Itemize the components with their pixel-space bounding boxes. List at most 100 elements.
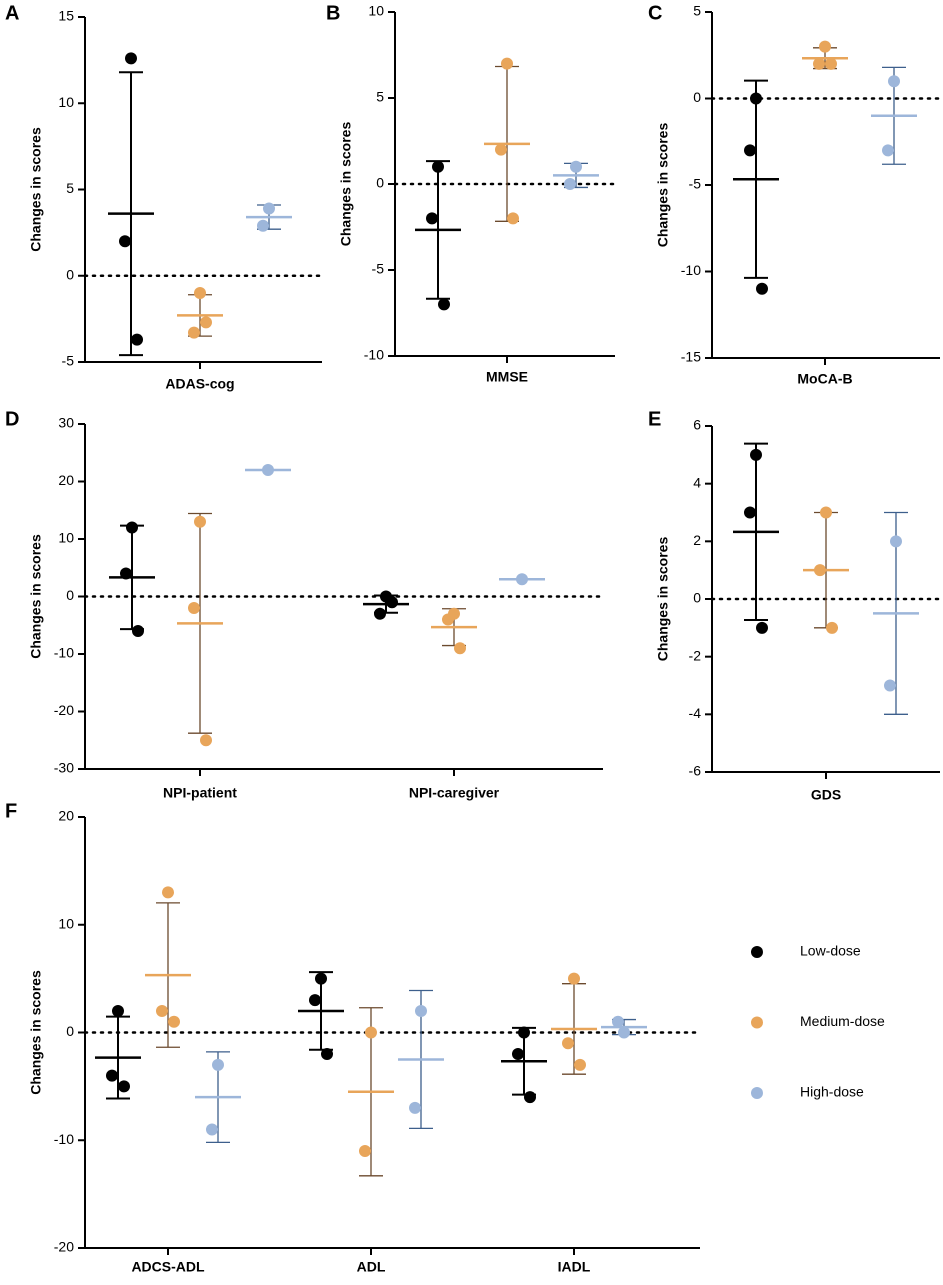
data-point [131, 333, 143, 346]
y-axis-label: Changes in scores [28, 127, 44, 252]
data-point [168, 1015, 180, 1028]
data-point [568, 972, 580, 985]
data-point [756, 621, 768, 634]
y-tick-label: 10 [58, 94, 74, 110]
data-point [120, 567, 132, 580]
data-point [257, 219, 269, 232]
y-tick-label: 5 [693, 3, 701, 19]
data-point [315, 972, 327, 985]
data-point [814, 564, 826, 577]
y-axis-label: Changes in scores [655, 123, 671, 248]
legend-label: Medium-dose [800, 1013, 885, 1029]
y-tick-label: 0 [66, 1023, 74, 1039]
legend-marker [751, 1016, 763, 1029]
data-point [263, 202, 275, 215]
data-point [507, 212, 519, 225]
y-tick-label: -2 [689, 647, 702, 663]
panel-label: D [5, 408, 19, 430]
y-axis-label: Changes in scores [28, 970, 44, 1095]
y-tick-label: 6 [693, 417, 701, 433]
y-tick-label: 15 [58, 8, 74, 24]
data-point [618, 1026, 630, 1039]
y-tick-label: 10 [58, 915, 74, 931]
data-point [819, 40, 831, 53]
panel-label: A [5, 2, 19, 24]
data-point [512, 1048, 524, 1061]
x-tick-label: MoCA-B [797, 371, 852, 387]
data-point [118, 1080, 130, 1093]
y-tick-label: -15 [681, 349, 701, 365]
y-tick-label: -5 [62, 353, 75, 369]
data-point [125, 52, 137, 65]
data-point [756, 282, 768, 295]
y-tick-label: -5 [689, 176, 702, 192]
y-tick-label: -10 [681, 262, 701, 278]
panel-label: F [5, 800, 17, 822]
data-point [524, 1091, 536, 1104]
data-point [206, 1123, 218, 1136]
y-tick-label: 0 [66, 587, 74, 603]
x-tick-label: ADCS-ADL [131, 1259, 205, 1275]
data-point [132, 625, 144, 637]
y-tick-label: -4 [689, 705, 702, 721]
y-tick-label: 0 [376, 175, 384, 191]
data-point [162, 886, 174, 899]
data-point [426, 212, 438, 225]
x-tick-label: NPI-patient [163, 785, 237, 801]
data-point [194, 515, 206, 528]
data-point [365, 1026, 377, 1039]
y-tick-label: 20 [58, 472, 74, 488]
data-point [188, 602, 200, 614]
data-point [750, 448, 762, 461]
data-point [432, 160, 444, 173]
y-tick-label: -10 [54, 1131, 74, 1147]
x-tick-label: IADL [558, 1259, 591, 1275]
data-point [495, 143, 507, 156]
data-point [570, 160, 582, 173]
data-point [825, 57, 837, 70]
data-point [112, 1004, 124, 1017]
data-point [744, 506, 756, 519]
panel-label: B [326, 2, 340, 24]
panel-label: C [648, 2, 662, 24]
data-point [415, 1004, 427, 1017]
x-tick-label: GDS [811, 787, 841, 803]
y-tick-label: 0 [693, 89, 701, 105]
legend-label: High-dose [800, 1084, 864, 1100]
data-point [501, 57, 513, 70]
panel-label: E [648, 408, 661, 430]
y-tick-label: 2 [693, 532, 701, 548]
data-point [442, 613, 454, 626]
data-point [518, 1026, 530, 1039]
data-point [262, 464, 274, 476]
data-point [374, 607, 386, 620]
y-axis-label: Changes in scores [655, 537, 671, 662]
data-point [212, 1058, 224, 1071]
data-point [359, 1145, 371, 1158]
y-tick-label: 20 [58, 808, 74, 824]
y-tick-label: -10 [364, 347, 384, 363]
y-tick-label: 10 [368, 3, 384, 19]
data-point [119, 235, 131, 248]
y-tick-label: 0 [693, 590, 701, 606]
data-point [321, 1048, 333, 1061]
data-point [826, 621, 838, 634]
legend-label: Low-dose [800, 943, 861, 959]
y-tick-label: -20 [54, 702, 74, 718]
data-point [309, 994, 321, 1007]
y-tick-label: 4 [693, 474, 701, 490]
x-tick-label: NPI-caregiver [409, 785, 500, 801]
x-tick-label: ADL [357, 1259, 386, 1275]
data-point [200, 316, 212, 329]
legend-marker [751, 946, 763, 958]
y-tick-label: -6 [689, 763, 702, 779]
y-tick-label: 10 [58, 530, 74, 546]
x-tick-label: ADAS-cog [165, 376, 234, 392]
legend-marker [751, 1087, 763, 1099]
data-point [813, 57, 825, 70]
data-point [386, 596, 398, 609]
data-point [194, 287, 206, 299]
data-point [409, 1101, 421, 1114]
data-point [156, 1004, 168, 1017]
